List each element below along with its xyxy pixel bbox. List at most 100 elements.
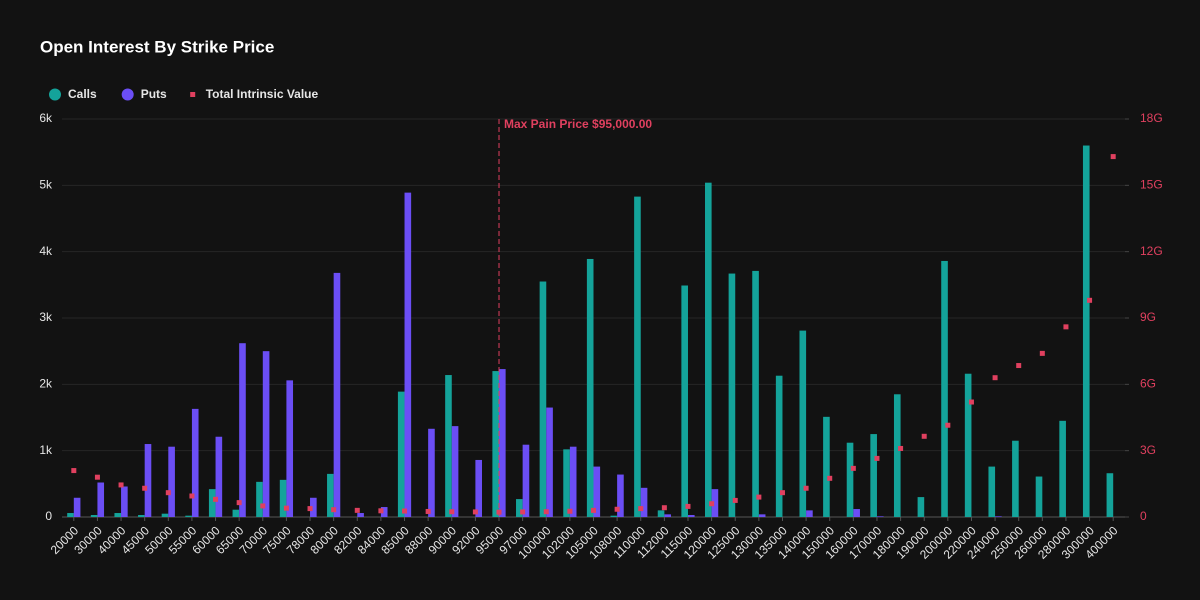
- bar: [67, 513, 74, 517]
- bar: [380, 507, 388, 517]
- intrinsic-point: [945, 422, 951, 428]
- bar: [522, 444, 530, 517]
- bar: [775, 375, 783, 517]
- bar: [711, 489, 719, 517]
- intrinsic-point: [921, 433, 927, 439]
- intrinsic-point: [283, 505, 289, 511]
- intrinsic-point: [1110, 154, 1116, 160]
- intrinsic-point: [449, 509, 455, 515]
- bar: [988, 466, 996, 517]
- bar: [995, 516, 1002, 517]
- bar: [1035, 476, 1043, 517]
- legend-label: Puts: [141, 87, 167, 101]
- bar: [586, 258, 594, 517]
- legend-label: Calls: [68, 87, 97, 101]
- y-tick-label: 4k: [39, 244, 53, 258]
- bar: [640, 487, 648, 517]
- intrinsic-point: [94, 474, 100, 480]
- y-tick-label: 0: [45, 509, 52, 523]
- bar: [516, 499, 523, 517]
- bar: [161, 513, 169, 517]
- intrinsic-point: [874, 455, 880, 461]
- bar: [499, 369, 506, 517]
- bar: [704, 182, 712, 517]
- bar: [893, 394, 901, 517]
- intrinsic-point: [827, 475, 833, 481]
- bar: [664, 514, 671, 517]
- intrinsic-point: [307, 506, 313, 512]
- bar: [215, 436, 223, 517]
- y2-tick-label: 12G: [1140, 244, 1163, 258]
- bar: [286, 380, 294, 517]
- bar: [333, 272, 341, 517]
- intrinsic-point: [779, 490, 785, 496]
- bar: [279, 479, 287, 517]
- intrinsic-point: [425, 508, 431, 514]
- max-pain-label: Max Pain Price $95,000.00: [504, 117, 652, 131]
- bar: [492, 371, 500, 517]
- intrinsic-point: [1063, 324, 1069, 330]
- bar: [144, 444, 152, 517]
- intrinsic-point: [567, 508, 573, 514]
- bar: [634, 196, 641, 518]
- legend-swatch: [49, 88, 61, 101]
- bar: [168, 446, 175, 517]
- bar: [327, 473, 334, 517]
- bar: [876, 516, 884, 517]
- intrinsic-point: [71, 468, 77, 474]
- intrinsic-point: [142, 485, 148, 491]
- bar: [853, 509, 860, 517]
- bar: [539, 281, 547, 517]
- bar: [752, 270, 759, 517]
- intrinsic-point: [591, 507, 596, 513]
- bar: [823, 416, 830, 517]
- intrinsic-point: [331, 507, 337, 513]
- bar: [262, 351, 270, 517]
- intrinsic-point: [213, 496, 219, 502]
- intrinsic-point: [543, 509, 549, 515]
- y2-tick-label: 6G: [1140, 377, 1156, 391]
- intrinsic-point: [378, 508, 384, 514]
- y-tick-label: 6k: [39, 111, 53, 125]
- bar: [546, 407, 553, 517]
- chart-title: Open Interest By Strike Price: [40, 37, 274, 56]
- y2-tick-label: 3G: [1140, 443, 1156, 457]
- y2-tick-label: 9G: [1140, 310, 1156, 324]
- y-tick-label: 3k: [39, 310, 53, 324]
- intrinsic-point: [661, 505, 667, 511]
- bar: [256, 481, 263, 517]
- intrinsic-point: [732, 497, 738, 503]
- bar: [73, 497, 81, 517]
- bar: [1059, 420, 1066, 517]
- bar: [964, 373, 972, 517]
- intrinsic-point: [992, 375, 998, 381]
- intrinsic-point: [638, 506, 644, 512]
- intrinsic-point: [1087, 297, 1093, 303]
- bar: [1106, 473, 1114, 517]
- bar: [657, 510, 665, 517]
- bar: [185, 515, 192, 517]
- bar: [941, 260, 948, 517]
- bar: [114, 513, 122, 517]
- legend-label: Total Intrinsic Value: [206, 87, 319, 101]
- legend-swatch: [121, 88, 134, 101]
- bar: [563, 449, 570, 517]
- intrinsic-point: [354, 507, 360, 513]
- bar: [475, 459, 483, 517]
- y-tick-label: 1k: [39, 443, 53, 457]
- bar: [310, 497, 317, 517]
- intrinsic-point: [165, 490, 171, 496]
- bar: [191, 408, 199, 517]
- y-tick-label: 2k: [39, 377, 53, 391]
- bar: [404, 192, 412, 517]
- bar: [97, 482, 105, 517]
- y2-tick-label: 18G: [1140, 111, 1163, 125]
- bar: [208, 489, 216, 517]
- bar: [357, 513, 364, 517]
- bar: [687, 515, 695, 517]
- bar: [239, 343, 246, 517]
- bar: [451, 426, 459, 517]
- intrinsic-point: [756, 494, 762, 500]
- bar: [617, 474, 624, 517]
- intrinsic-point: [850, 465, 856, 471]
